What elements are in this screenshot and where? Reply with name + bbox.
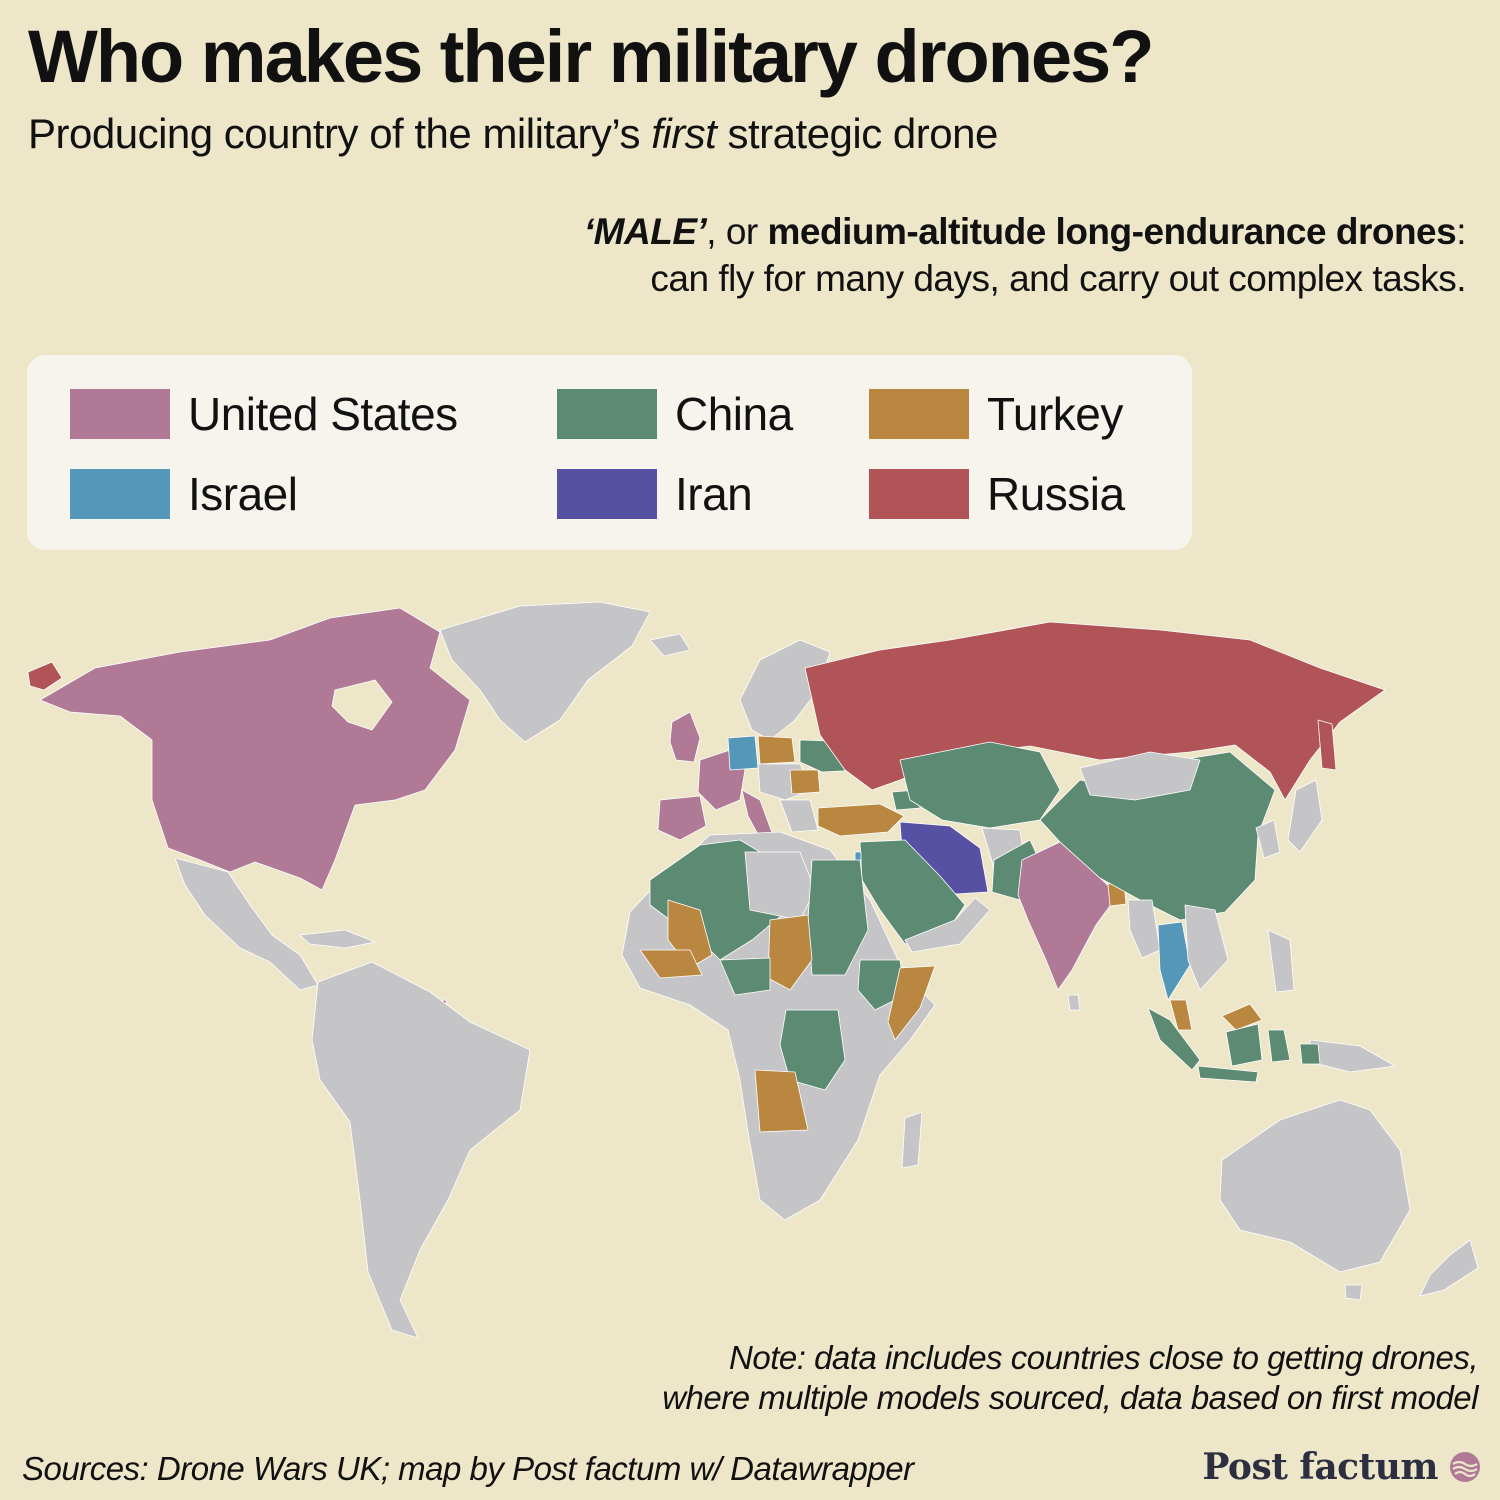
definition-block: ‘MALE’, or medium-altitude long-enduranc… bbox=[583, 208, 1467, 302]
region-java bbox=[1197, 1065, 1259, 1083]
region-romania bbox=[789, 769, 821, 795]
region-yemen-oman bbox=[904, 897, 991, 953]
region-philippines bbox=[1267, 929, 1295, 993]
page-title: Who makes their military drones? bbox=[28, 15, 1154, 98]
region-central-asia bbox=[899, 741, 1061, 829]
region-malaysia bbox=[1169, 999, 1193, 1031]
region-caribbean bbox=[299, 929, 376, 949]
region-north-america-us bbox=[39, 607, 471, 891]
region-greenland bbox=[439, 601, 651, 743]
region-madagascar bbox=[901, 1111, 923, 1169]
subtitle-pre: Producing country of the military’s bbox=[28, 110, 652, 157]
region-somalia bbox=[887, 965, 936, 1041]
region-poland bbox=[757, 735, 796, 765]
region-libya bbox=[744, 851, 816, 921]
region-iceland bbox=[649, 633, 691, 657]
legend: United States China Turkey Israel Iran R… bbox=[27, 355, 1192, 550]
region-thailand bbox=[1157, 921, 1191, 1001]
region-sakhalin bbox=[1317, 719, 1337, 771]
region-sumatra bbox=[1147, 1007, 1201, 1071]
legend-label-turkey: Turkey bbox=[987, 388, 1123, 440]
subtitle-post: strategic drone bbox=[716, 110, 999, 157]
region-tasmania bbox=[1344, 1284, 1363, 1301]
definition-description: can fly for many days, and carry out com… bbox=[650, 258, 1466, 299]
legend-label-iran: Iran bbox=[675, 468, 753, 520]
region-sulawesi bbox=[1267, 1029, 1291, 1063]
world-map bbox=[27, 601, 1479, 1339]
legend-swatch-united-states bbox=[70, 389, 170, 439]
region-nigeria bbox=[719, 957, 771, 996]
region-iberia bbox=[657, 795, 707, 841]
region-new-zealand bbox=[1419, 1239, 1479, 1297]
definition-term: ‘MALE’ bbox=[583, 211, 707, 252]
brand: Post factum bbox=[1202, 1446, 1482, 1488]
legend-swatch-china bbox=[557, 389, 657, 439]
legend-swatch-turkey bbox=[869, 389, 969, 439]
note-line-1: Note: data includes countries close to g… bbox=[729, 1339, 1478, 1376]
region-borneo-north bbox=[1221, 1003, 1263, 1031]
region-indochina bbox=[1184, 904, 1229, 991]
region-germany bbox=[727, 735, 759, 771]
note: Note: data includes countries close to g… bbox=[662, 1338, 1478, 1418]
region-drc bbox=[779, 1009, 846, 1091]
definition-full-term: medium-altitude long-endurance drones bbox=[767, 211, 1457, 252]
region-new-guinea-west bbox=[1299, 1043, 1321, 1065]
legend-item-russia: Russia bbox=[869, 467, 1125, 521]
legend-swatch-russia bbox=[869, 469, 969, 519]
region-mongolia bbox=[1079, 751, 1201, 801]
brand-name: Post factum bbox=[1202, 1446, 1438, 1488]
definition-line-1: ‘MALE’, or medium-altitude long-enduranc… bbox=[583, 208, 1467, 255]
region-korea bbox=[1255, 819, 1281, 859]
legend-item-israel: Israel bbox=[70, 467, 298, 521]
definition-connector: , or bbox=[706, 211, 768, 252]
legend-item-united-states: United States bbox=[70, 387, 458, 441]
region-australia bbox=[1219, 1099, 1411, 1273]
region-central-america bbox=[174, 857, 319, 991]
region-west-africa-tr bbox=[639, 949, 703, 979]
region-new-guinea bbox=[1309, 1039, 1396, 1073]
page-subtitle: Producing country of the military’s firs… bbox=[28, 110, 998, 158]
definition-colon: : bbox=[1456, 211, 1466, 252]
legend-swatch-iran bbox=[557, 469, 657, 519]
region-sri-lanka bbox=[1067, 994, 1081, 1011]
sources: Sources: Drone Wars UK; map by Post fact… bbox=[22, 1450, 914, 1487]
legend-label-russia: Russia bbox=[987, 468, 1125, 520]
region-japan bbox=[1287, 779, 1323, 853]
note-line-2: where multiple models sourced, data base… bbox=[662, 1379, 1478, 1416]
legend-label-israel: Israel bbox=[188, 468, 298, 520]
legend-label-china: China bbox=[675, 388, 793, 440]
legend-swatch-israel bbox=[70, 469, 170, 519]
region-south-america bbox=[311, 961, 531, 1339]
legend-label-united-states: United States bbox=[188, 388, 458, 440]
region-alaska-tip-russia bbox=[27, 661, 63, 691]
region-angola bbox=[754, 1069, 809, 1133]
legend-item-iran: Iran bbox=[557, 467, 753, 521]
region-balkans bbox=[779, 799, 819, 833]
region-uk bbox=[669, 711, 701, 763]
region-turkey bbox=[817, 803, 905, 837]
region-borneo-south bbox=[1225, 1023, 1263, 1067]
region-myanmar bbox=[1127, 899, 1161, 959]
subtitle-emphasis: first bbox=[651, 110, 717, 157]
post-factum-logo-icon bbox=[1450, 1452, 1480, 1482]
region-hudson-bay bbox=[331, 679, 393, 731]
legend-item-turkey: Turkey bbox=[869, 387, 1123, 441]
legend-item-china: China bbox=[557, 387, 793, 441]
